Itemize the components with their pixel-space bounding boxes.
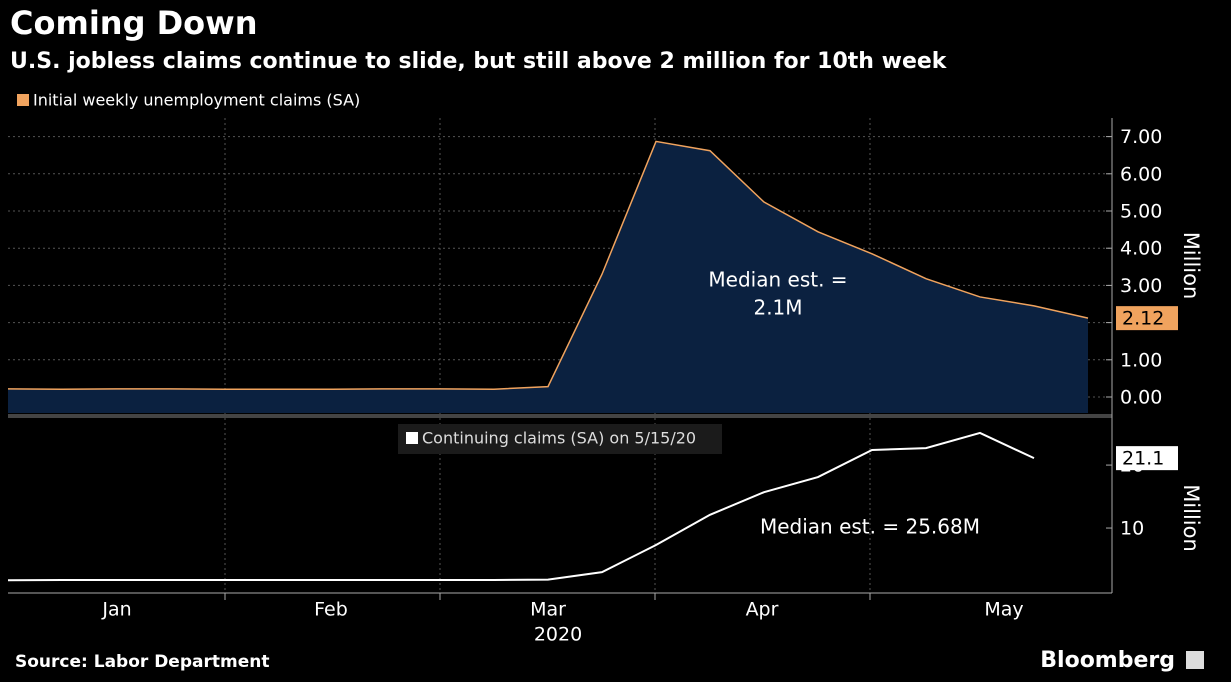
- area-line: [7, 140, 1089, 390]
- line: [7, 431, 1035, 582]
- y-tick-label: 1.00: [1120, 349, 1162, 371]
- x-tick-label: Jan: [101, 599, 131, 621]
- annotation: Median est. = 25.68M: [760, 515, 980, 539]
- source: Source: Labor Department: [15, 652, 269, 672]
- y-axis-label: Million: [1179, 484, 1203, 552]
- y-tick-label: 7.00: [1120, 126, 1162, 148]
- x-tick-label: Feb: [314, 599, 348, 621]
- y-tick-label: 4.00: [1120, 238, 1162, 260]
- annotation: Median est. =: [708, 268, 847, 292]
- area-fill: [8, 141, 1088, 413]
- y-tick-label: 5.00: [1120, 201, 1162, 223]
- chart-subtitle: U.S. jobless claims continue to slide, b…: [10, 49, 948, 74]
- brand: Bloomberg: [1040, 648, 1175, 673]
- legend-box: [398, 424, 722, 454]
- y-tick-label: 0.00: [1120, 387, 1162, 409]
- y-tick-label: 10: [1120, 518, 1144, 540]
- brand-icon: [1186, 651, 1204, 669]
- legend-swatch: [17, 94, 29, 106]
- last-value-label: 2.12: [1122, 308, 1164, 330]
- x-tick-label: Mar: [530, 599, 566, 621]
- annotation: 2.1M: [753, 296, 802, 320]
- chart-title: Coming Down: [10, 4, 258, 42]
- last-value-label: 21.1: [1122, 448, 1164, 470]
- x-tick-label: Apr: [746, 599, 779, 621]
- legend-swatch: [406, 432, 418, 444]
- x-year-label: 2020: [534, 624, 582, 646]
- legend-label: Initial weekly unemployment claims (SA): [33, 91, 360, 110]
- last-value-box: [1116, 446, 1178, 471]
- legend-label: Continuing claims (SA) on 5/15/20: [422, 429, 696, 448]
- last-value-box: [1116, 306, 1178, 331]
- y-axis-label: Million: [1179, 232, 1203, 300]
- y-tick-label: 6.00: [1120, 163, 1162, 185]
- y-tick-label: 3.00: [1120, 275, 1162, 297]
- x-tick-label: May: [984, 599, 1023, 621]
